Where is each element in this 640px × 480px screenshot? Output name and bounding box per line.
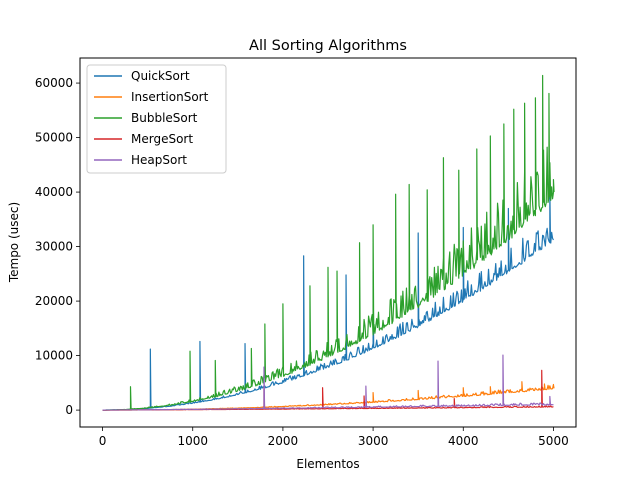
y-tick-label: 40000 xyxy=(35,185,73,199)
x-tick-label: 0 xyxy=(99,434,107,448)
series-line-quicksort xyxy=(102,188,554,411)
series-line-bubblesort xyxy=(102,74,555,411)
x-axis: 0 1000 2000 3000 4000 5000 xyxy=(99,427,569,448)
y-tick-label: 60000 xyxy=(35,76,73,90)
x-tick-label: 1000 xyxy=(177,434,208,448)
y-tick-label: 10000 xyxy=(35,349,73,363)
legend-label-heapsort: HeapSort xyxy=(131,153,187,167)
axes-frame xyxy=(79,57,577,428)
plot-lines xyxy=(102,74,555,411)
x-axis-label: Elementos xyxy=(296,457,359,471)
y-tick-label: 20000 xyxy=(35,294,73,308)
series-line-heapsort xyxy=(102,354,554,411)
y-tick-label: 50000 xyxy=(35,131,73,145)
y-tick-label: 30000 xyxy=(35,240,73,254)
y-axis-label: Tempo (usec) xyxy=(7,202,21,283)
legend: QuickSort InsertionSort BubbleSort MergeSor… xyxy=(86,64,227,174)
legend-label-quicksort: QuickSort xyxy=(131,69,190,83)
y-axis: 0 10000 20000 30000 40000 50000 60000 xyxy=(35,76,80,417)
legend-label-insertionsort: InsertionSort xyxy=(131,90,209,104)
x-tick-label: 3000 xyxy=(358,434,389,448)
legend-label-bubblesort: BubbleSort xyxy=(131,111,198,125)
legend-label-mergesort: MergeSort xyxy=(131,132,193,146)
x-tick-label: 5000 xyxy=(538,434,569,448)
y-tick-label: 0 xyxy=(65,403,73,417)
legend-box xyxy=(86,64,227,174)
x-tick-label: 4000 xyxy=(448,434,479,448)
x-tick-label: 2000 xyxy=(268,434,299,448)
chart-title: All Sorting Algorithms xyxy=(249,38,407,54)
